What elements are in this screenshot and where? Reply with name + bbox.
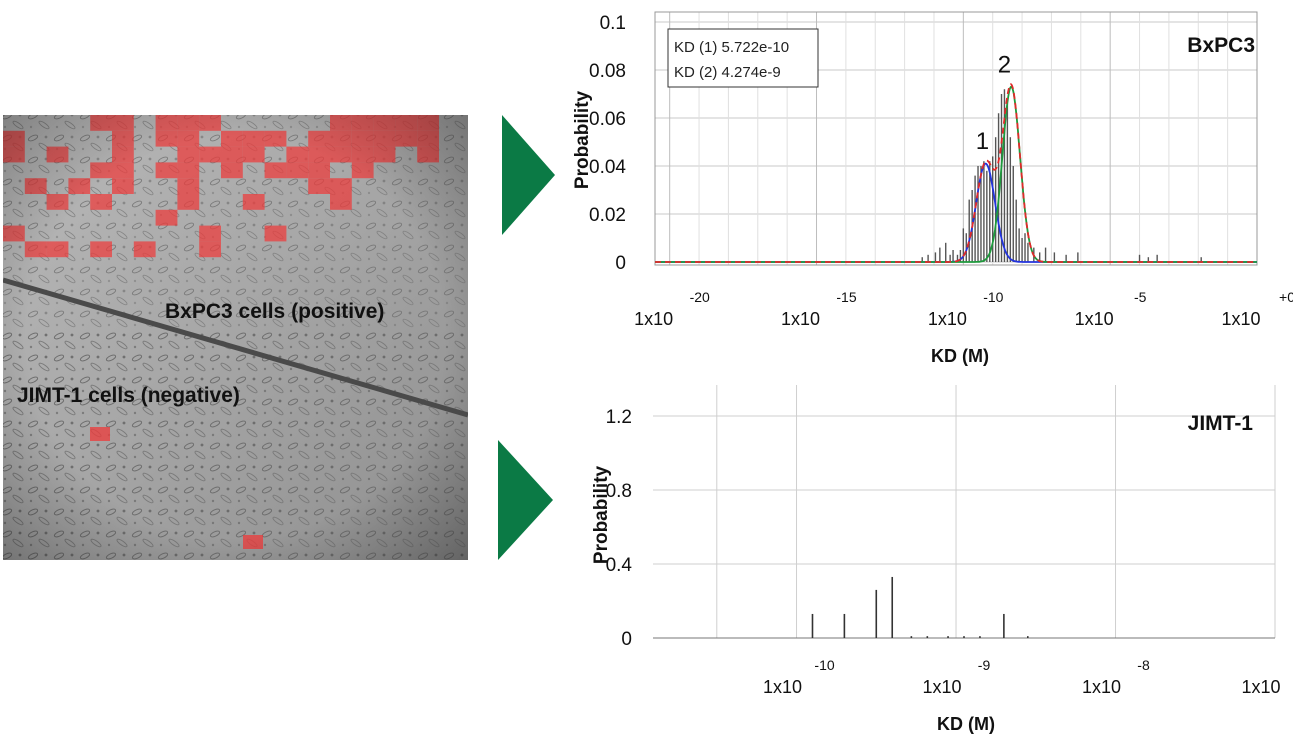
x-tick-exponent: +0 <box>1279 289 1293 305</box>
x-tick-label: 1x10 <box>928 309 967 329</box>
cell-boundary-line <box>3 277 468 418</box>
y-tick-label: 0.02 <box>589 205 626 226</box>
y-axis-label: Probability <box>591 465 612 564</box>
fit-curve-sum <box>655 83 1257 263</box>
x-tick-exponent: -10 <box>983 289 1003 305</box>
legend-entry-kd2: KD (2) 4.274e-9 <box>674 64 781 81</box>
x-tick-exponent: -9 <box>978 657 991 673</box>
legend-box <box>667 28 819 88</box>
peak-label: 1 <box>976 128 989 155</box>
y-tick-label: 0 <box>615 253 626 274</box>
y-tick-label: 0 <box>621 629 632 650</box>
y-tick-labels: 0 0.02 0.04 0.06 0.08 0.1 <box>589 13 626 274</box>
x-tick-label: 1x10 <box>1221 309 1260 329</box>
y-tick-label: 0.4 <box>606 555 633 576</box>
y-tick-label: 0.8 <box>606 481 632 502</box>
fit-curve-kd1 <box>655 162 1257 263</box>
x-tick-label: 1x10 <box>1075 309 1114 329</box>
y-tick-label: 0.04 <box>589 157 626 178</box>
x-tick-labels: 1x10 -20 1x10 -15 1x10 -10 1x10 -5 1x10 +0 <box>634 289 1293 329</box>
histogram-bars <box>921 89 1202 262</box>
peak-labels: 12 <box>976 51 1011 155</box>
y-tick-label: 0.1 <box>600 13 626 34</box>
micrograph-vignette <box>3 115 468 560</box>
chart-legend: KD (1) 5.722e-10 KD (2) 4.274e-9 <box>667 28 819 88</box>
panel-label-bxpc3: BxPC3 <box>1187 34 1255 57</box>
peak-label: 2 <box>998 51 1011 78</box>
x-tick-exponent: -15 <box>836 289 856 305</box>
fit-curves <box>655 83 1257 263</box>
fit-curve-kd2 <box>655 86 1257 263</box>
x-tick-label: 1x10 <box>1241 677 1280 697</box>
right-arrow-icon <box>498 440 553 560</box>
right-arrow-icon <box>502 115 555 235</box>
x-tick-label: 1x10 <box>781 309 820 329</box>
x-axis-label: KD (M) <box>937 714 995 734</box>
chart-grid <box>653 385 1276 638</box>
micrograph-image: BxPC3 cells (positive) JIMT-1 cells (neg… <box>3 115 468 560</box>
x-tick-label: 1x10 <box>1082 677 1121 697</box>
x-tick-label: 1x10 <box>923 677 962 697</box>
x-tick-label: 1x10 <box>634 309 673 329</box>
x-tick-exponent: -10 <box>814 657 834 673</box>
x-tick-label: 1x10 <box>763 677 802 697</box>
jimt1-cells-label: JIMT-1 cells (negative) <box>17 384 240 407</box>
legend-entry-kd1: KD (1) 5.722e-10 <box>674 39 789 56</box>
x-axis-label: KD (M) <box>931 346 989 366</box>
panel-label-jimt1: JIMT-1 <box>1188 412 1254 435</box>
y-tick-label: 1.2 <box>606 407 632 428</box>
x-tick-exponent: -20 <box>690 289 710 305</box>
plot-frame <box>654 11 1258 266</box>
y-axis-label: Probability <box>572 90 593 189</box>
y-tick-label: 0.08 <box>589 61 626 82</box>
x-tick-exponent: -8 <box>1137 657 1150 673</box>
bxpc3-cells-label: BxPC3 cells (positive) <box>165 300 384 323</box>
x-tick-exponent: -5 <box>1134 289 1147 305</box>
y-tick-label: 0.06 <box>589 109 626 130</box>
bxpc3-kd-chart: 00.020.040.060.080.1 1x10-201x10-151x10-… <box>572 11 1293 366</box>
histogram-bars <box>811 576 1029 638</box>
y-tick-labels: 0 0.4 0.8 1.2 <box>606 407 633 650</box>
